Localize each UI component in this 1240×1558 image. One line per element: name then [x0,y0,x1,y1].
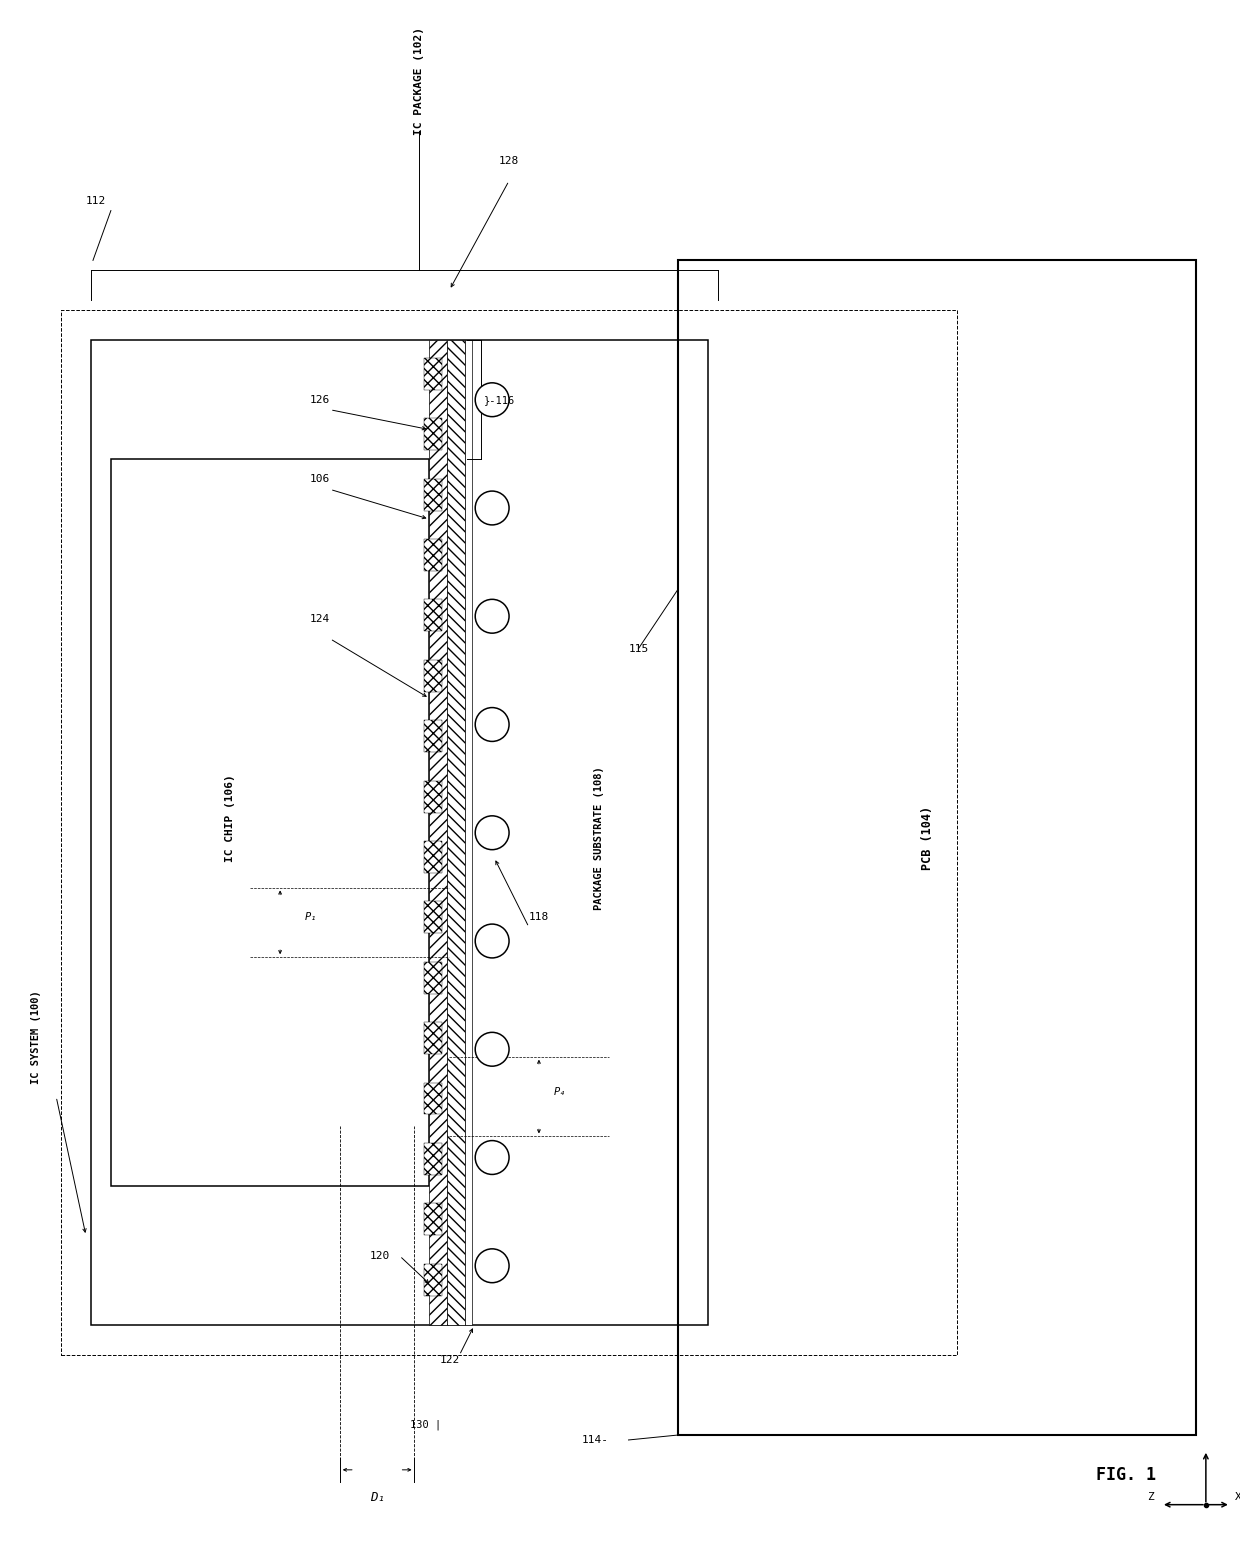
Bar [424,781,443,813]
Text: 126: 126 [310,394,330,405]
Bar [61,310,957,1355]
Bar [424,1083,443,1114]
Bar [678,260,1195,1435]
Bar [448,340,465,1326]
Text: 120: 120 [370,1251,389,1260]
Bar [110,460,429,1186]
Circle shape [475,816,510,849]
Circle shape [475,1033,510,1066]
Text: Z: Z [1147,1491,1154,1502]
Bar [424,661,443,692]
Bar [465,340,472,1326]
Text: IC SYSTEM (100): IC SYSTEM (100) [31,989,41,1084]
Text: P₄: P₄ [554,1086,567,1097]
Text: 118: 118 [529,913,549,922]
Text: 122: 122 [439,1355,460,1365]
Circle shape [475,383,510,416]
Circle shape [475,491,510,525]
Bar [424,600,443,631]
Text: }-116: }-116 [484,394,516,405]
Bar [424,358,443,390]
Text: 130 |: 130 | [409,1419,440,1430]
Text: 128: 128 [500,156,520,165]
Bar [91,340,708,1326]
Circle shape [475,707,510,742]
Bar [424,1203,443,1235]
Text: 115: 115 [629,643,649,654]
Text: X: X [1235,1491,1240,1502]
Text: 106: 106 [310,474,330,485]
Bar [424,478,443,511]
Text: PACKAGE SUBSTRATE (108): PACKAGE SUBSTRATE (108) [594,767,604,910]
Text: 112: 112 [86,196,107,206]
Bar [424,418,443,450]
Text: P₁: P₁ [305,913,317,922]
Bar [424,841,443,872]
Bar [424,539,443,570]
Circle shape [475,1250,510,1282]
Text: IC PACKAGE (102): IC PACKAGE (102) [414,26,424,136]
Bar [424,961,443,994]
Text: 124: 124 [310,614,330,623]
Bar [424,1144,443,1175]
Text: PCB (104): PCB (104) [920,805,934,869]
Circle shape [475,1140,510,1175]
Circle shape [475,600,510,633]
Text: 114-: 114- [582,1435,609,1444]
Bar [429,340,448,1326]
Circle shape [475,924,510,958]
Text: FIG. 1: FIG. 1 [1096,1466,1156,1483]
Text: IC CHIP (106): IC CHIP (106) [226,774,236,862]
Bar [424,1022,443,1055]
Text: D₁: D₁ [370,1491,384,1503]
Bar [424,720,443,753]
Bar [424,1264,443,1296]
Bar [424,902,443,933]
